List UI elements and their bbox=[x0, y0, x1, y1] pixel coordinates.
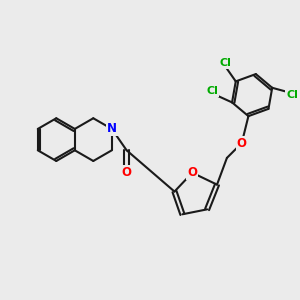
Text: Cl: Cl bbox=[286, 90, 298, 100]
Text: O: O bbox=[122, 166, 132, 179]
Text: N: N bbox=[107, 122, 117, 135]
Text: O: O bbox=[237, 136, 247, 150]
Text: O: O bbox=[187, 166, 197, 179]
Text: Cl: Cl bbox=[206, 86, 218, 96]
Text: Cl: Cl bbox=[219, 58, 231, 68]
